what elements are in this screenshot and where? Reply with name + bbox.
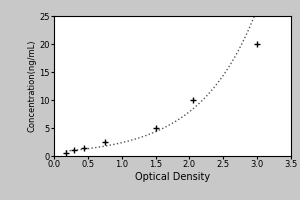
X-axis label: Optical Density: Optical Density bbox=[135, 172, 210, 182]
Y-axis label: Concentration(ng/mL): Concentration(ng/mL) bbox=[28, 40, 37, 132]
